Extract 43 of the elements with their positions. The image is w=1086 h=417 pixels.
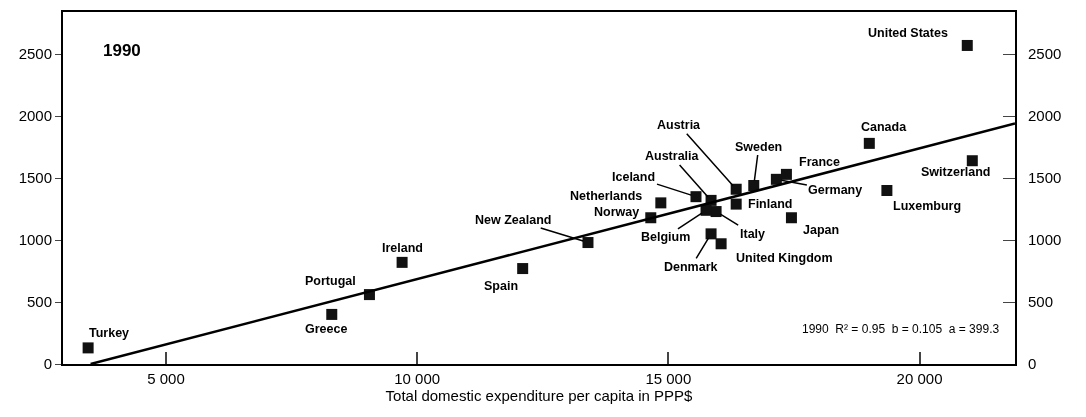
- annotation: Sweden: [735, 140, 783, 154]
- annotation: Greece: [305, 322, 348, 336]
- x-tick-label: 5 000: [147, 370, 185, 387]
- annotation: Spain: [484, 279, 519, 293]
- y2-tick-label: 1500: [18, 169, 52, 187]
- annotation: Switzerland: [921, 165, 991, 179]
- annotation: Turkey: [89, 326, 130, 340]
- y-tick-label: 1000: [1028, 231, 1062, 249]
- annotation: Canada: [861, 120, 908, 134]
- annotation: Finland: [748, 197, 793, 211]
- text: 1990: [103, 41, 141, 60]
- y-tick-label: 1500: [1028, 169, 1062, 187]
- annotation: Japan: [803, 223, 840, 237]
- x-tick-label: 20 000: [896, 370, 943, 387]
- annotation: Australia: [645, 149, 700, 163]
- annotation: Luxemburg: [893, 199, 962, 213]
- annotation: New Zealand: [475, 213, 552, 227]
- annotation: Denmark: [664, 260, 718, 274]
- y2-tick-label: 0: [43, 355, 52, 373]
- annotation: Ireland: [382, 241, 423, 255]
- x-axis-title: Total domestic expenditure per capita in PPP$: [385, 387, 694, 404]
- x-tick-label: 15 000: [645, 370, 692, 387]
- annotation: Netherlands: [570, 189, 643, 203]
- annotation: 1990 R² = 0.95 b = 0.105 a = 399.3: [802, 322, 1000, 336]
- annotation: Germany: [808, 183, 863, 197]
- y-tick-label: 2000: [1028, 107, 1062, 125]
- annotation: United Kingdom: [736, 251, 833, 265]
- y2-tick-label: 2500: [18, 45, 52, 63]
- y2-tick-label: 1000: [18, 231, 52, 249]
- annotation: France: [799, 155, 841, 169]
- annotation: Italy: [740, 227, 766, 241]
- annotation: Portugal: [305, 274, 356, 288]
- annotation: Austria: [657, 118, 702, 132]
- annotation: Norway: [594, 205, 640, 219]
- annotation: Belgium: [641, 230, 691, 244]
- annotation: Iceland: [612, 170, 656, 184]
- y-tick-label: 0: [1028, 355, 1037, 373]
- y-tick-label: 2500: [1028, 45, 1062, 63]
- y2-tick-label: 500: [26, 293, 52, 311]
- x-tick-label: 10 000: [394, 370, 441, 387]
- y-tick-label: 500: [1028, 293, 1054, 311]
- annotation: United States: [868, 26, 948, 40]
- y2-tick-label: 2000: [18, 107, 52, 125]
